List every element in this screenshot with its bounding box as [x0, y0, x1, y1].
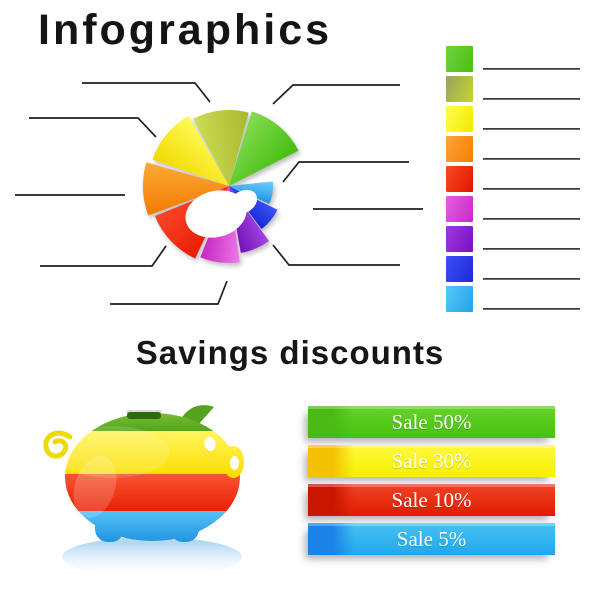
lightblue-callout-line	[282, 161, 409, 183]
banner-fold	[308, 523, 354, 555]
piggy-body	[65, 413, 240, 541]
banner-label: Sale 50%	[391, 410, 472, 434]
legend-item-magenta	[446, 196, 582, 226]
legend-item-green	[446, 46, 582, 76]
pie-center-hole-tail	[228, 189, 258, 215]
legend-blank-line	[483, 98, 580, 100]
spiral-pie-chart	[142, 109, 299, 264]
legend-blank-line	[483, 68, 580, 70]
legend-item-orange	[446, 136, 582, 166]
green-callout-line	[272, 84, 400, 105]
banner-fold	[308, 484, 354, 516]
banner-fold	[308, 406, 354, 438]
legend-swatch-red	[446, 166, 473, 192]
sale-banner-2: Sale 30%	[308, 445, 555, 477]
legend-blank-line	[483, 158, 580, 160]
page-title: Infographics	[38, 6, 333, 54]
pie-callout-lines	[15, 82, 423, 305]
legend-item-olive	[446, 76, 582, 106]
pie-segment-olive	[193, 109, 249, 186]
banner-fold	[308, 445, 354, 477]
coin-slot	[127, 412, 161, 419]
legend-item-lightblue	[446, 286, 582, 316]
piggy-tail	[43, 430, 73, 459]
piggy-eye	[204, 437, 216, 451]
red-callout-line	[40, 245, 167, 267]
pie-segment-orange	[142, 162, 229, 216]
piggy-nostril	[230, 456, 239, 470]
legend-item-yellow	[446, 106, 582, 136]
legend-item-purple	[446, 226, 582, 256]
legend-swatch-orange	[446, 136, 473, 162]
legend-swatch-magenta	[446, 196, 473, 222]
sale-banner-1: Sale 50%	[308, 406, 555, 438]
legend-item-blue	[446, 256, 582, 286]
legend-blank-line	[483, 218, 580, 220]
pie-segment-green	[229, 111, 299, 186]
legend-blank-line	[483, 308, 580, 310]
legend-swatch-olive	[446, 76, 473, 102]
legend-swatch-yellow	[446, 106, 473, 132]
sale-banner-4: Sale 5%	[308, 523, 555, 555]
olive-callout-line	[82, 82, 211, 103]
banner-label: Sale 10%	[391, 488, 472, 512]
legend-swatch-lightblue	[446, 286, 473, 312]
legend-item-red	[446, 166, 582, 196]
section-title: Savings discounts	[135, 334, 445, 371]
legend-swatch-green	[446, 46, 473, 72]
legend-blank-line	[483, 278, 580, 280]
magenta-callout-line	[110, 280, 228, 305]
legend-blank-line	[483, 128, 580, 130]
sale-banner-3: Sale 10%	[308, 484, 555, 516]
legend-swatch-purple	[446, 226, 473, 252]
pie-segment-yellow	[152, 115, 229, 186]
banner-label: Sale 30%	[391, 449, 472, 473]
piggy-reflection	[62, 537, 242, 577]
piggy-bank-illustration	[43, 405, 244, 577]
legend-blank-line	[483, 248, 580, 250]
legend	[446, 46, 582, 316]
legend-blank-line	[483, 188, 580, 190]
legend-swatch-blue	[446, 256, 473, 282]
purple-callout-line	[272, 244, 400, 266]
banner-label: Sale 5%	[396, 527, 467, 551]
yellow-callout-line	[29, 117, 157, 138]
sale-banners: Sale 50% Sale 30% Sale 10% Sale 5%	[308, 406, 555, 562]
